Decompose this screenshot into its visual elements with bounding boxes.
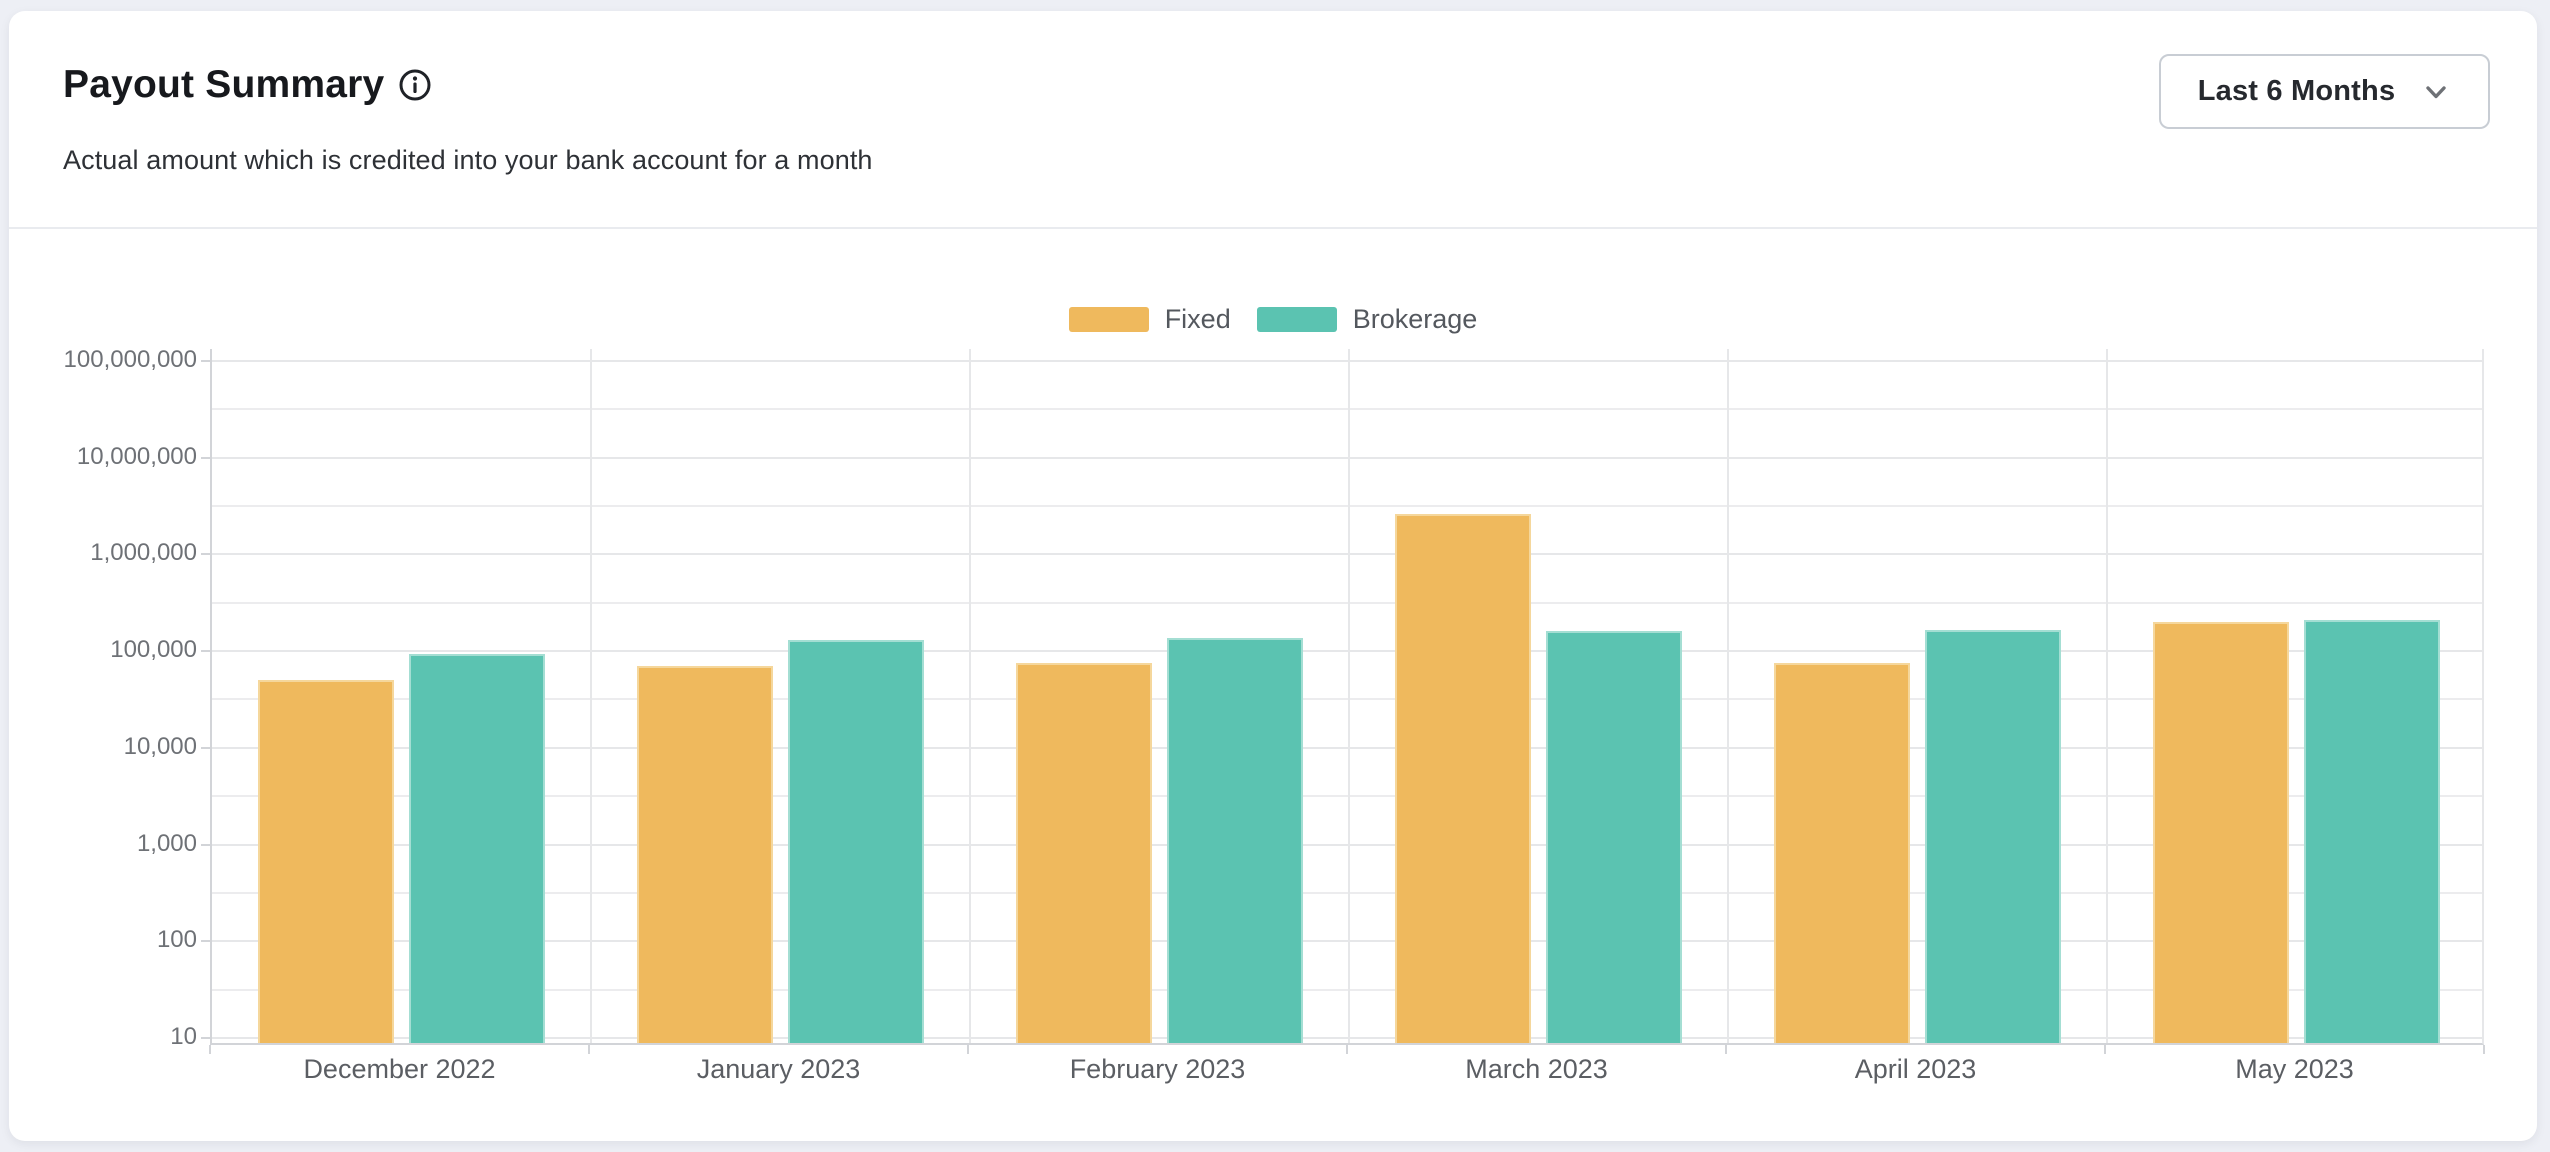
x-axis-tick-mark — [1725, 1045, 1727, 1054]
gridline-vertical — [969, 349, 971, 1043]
bar-fixed-march-2023[interactable] — [1395, 513, 1531, 1043]
legend-swatch-fixed — [1068, 307, 1149, 332]
gridline-major — [212, 650, 2482, 653]
plot-area — [210, 349, 2484, 1045]
y-axis-tick-mark — [201, 456, 210, 459]
gridline-minor — [212, 698, 2482, 701]
x-axis-tick-mark — [2483, 1045, 2485, 1054]
y-axis-tick-mark — [201, 940, 210, 943]
x-axis-label-april-2023: April 2023 — [1854, 1054, 1977, 1084]
gridline-major — [212, 456, 2482, 459]
chart-legend: Fixed Brokerage — [9, 304, 2537, 335]
x-axis-tick-mark — [2104, 1045, 2106, 1054]
gridline-major — [212, 360, 2482, 362]
chevron-down-icon — [2426, 85, 2446, 98]
gridline-major — [212, 940, 2482, 943]
gridline-vertical — [2106, 349, 2108, 1043]
x-axis-label-february-2023: February 2023 — [1069, 1054, 1246, 1084]
bar-brokerage-january-2023[interactable] — [788, 639, 924, 1043]
bar-fixed-december-2022[interactable] — [258, 679, 394, 1043]
gridline-vertical — [1727, 349, 1729, 1043]
gridline-minor — [212, 795, 2482, 798]
legend-label-fixed: Fixed — [1164, 304, 1231, 334]
legend-item-brokerage[interactable]: Brokerage — [1256, 304, 1478, 335]
gridline-minor — [212, 408, 2482, 411]
gridline-vertical — [1348, 349, 1350, 1043]
y-axis-tick-label: 100,000 — [110, 636, 197, 664]
x-axis-tick-mark — [967, 1045, 969, 1054]
y-axis-tick-label: 10 — [170, 1022, 197, 1050]
y-axis-tick-label: 10,000 — [123, 732, 197, 760]
gridline-minor — [212, 891, 2482, 894]
bar-fixed-may-2023[interactable] — [2153, 622, 2289, 1043]
bar-brokerage-february-2023[interactable] — [1167, 638, 1303, 1043]
gridline-major — [212, 843, 2482, 846]
gridline-major — [212, 553, 2482, 556]
page-subtitle: Actual amount which is credited into you… — [63, 145, 873, 175]
card-header: Payout Summary Actual amount which is cr… — [9, 11, 2537, 229]
info-icon[interactable] — [398, 68, 432, 102]
y-axis-tick-mark — [201, 1036, 210, 1039]
x-axis-label-january-2023: January 2023 — [696, 1054, 861, 1084]
y-axis-tick-mark — [201, 553, 210, 556]
y-axis-tick-label: 10,000,000 — [76, 442, 197, 470]
page-title: Payout Summary — [63, 63, 385, 106]
bar-fixed-april-2023[interactable] — [1774, 662, 1910, 1043]
y-axis-tick-mark — [201, 650, 210, 653]
x-axis-tick-mark — [1346, 1045, 1348, 1054]
gridline-major — [212, 746, 2482, 749]
gridline-minor — [212, 505, 2482, 508]
payout-summary-card: Payout Summary Actual amount which is cr… — [9, 11, 2537, 1141]
gridline-minor — [212, 601, 2482, 604]
bar-brokerage-march-2023[interactable] — [1546, 630, 1682, 1043]
bar-brokerage-may-2023[interactable] — [2304, 620, 2440, 1043]
legend-label-brokerage: Brokerage — [1352, 304, 1478, 334]
date-range-dropdown[interactable]: Last 6 Months — [2159, 54, 2490, 129]
y-axis-tick-label: 100,000,000 — [63, 346, 197, 373]
y-axis-tick-mark — [201, 746, 210, 749]
gridline-vertical — [590, 349, 592, 1043]
y-axis-tick-mark — [201, 360, 210, 362]
bar-fixed-january-2023[interactable] — [637, 665, 773, 1043]
title-row: Payout Summary — [63, 63, 432, 107]
header-divider — [9, 227, 2537, 229]
x-axis-tick-mark — [588, 1045, 590, 1054]
legend-swatch-brokerage — [1256, 307, 1337, 332]
gridline-major — [212, 1036, 2482, 1039]
y-axis-tick-mark — [201, 843, 210, 846]
date-range-value: Last 6 Months — [2197, 75, 2396, 107]
y-axis-tick-label: 100 — [156, 926, 197, 954]
bar-brokerage-december-2022[interactable] — [409, 653, 545, 1043]
y-axis-tick-label: 1,000,000 — [90, 539, 197, 567]
x-axis-label-december-2022: December 2022 — [303, 1054, 496, 1084]
gridline-minor — [212, 988, 2482, 991]
x-axis-tick-mark — [209, 1045, 211, 1054]
x-axis-label-may-2023: May 2023 — [2235, 1054, 2354, 1084]
bar-brokerage-april-2023[interactable] — [1925, 629, 2061, 1043]
legend-item-fixed[interactable]: Fixed — [1068, 304, 1231, 335]
bar-fixed-february-2023[interactable] — [1016, 663, 1152, 1043]
y-axis-tick-label: 1,000 — [136, 829, 197, 857]
x-axis-label-march-2023: March 2023 — [1465, 1054, 1608, 1084]
